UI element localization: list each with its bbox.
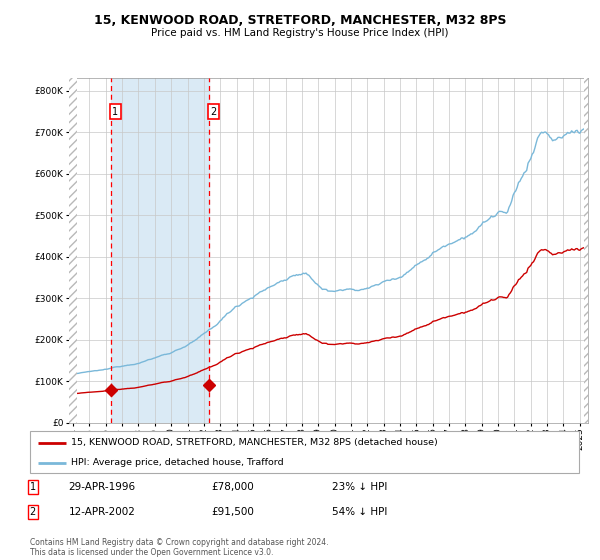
Text: 29-APR-1996: 29-APR-1996 [68,482,136,492]
Text: 12-APR-2002: 12-APR-2002 [68,507,136,517]
Text: 1: 1 [112,106,118,116]
Text: £91,500: £91,500 [211,507,254,517]
Text: 2: 2 [211,106,217,116]
FancyBboxPatch shape [30,431,579,473]
Text: 15, KENWOOD ROAD, STRETFORD, MANCHESTER, M32 8PS: 15, KENWOOD ROAD, STRETFORD, MANCHESTER,… [94,14,506,27]
Bar [110,78,209,423]
Text: Contains HM Land Registry data © Crown copyright and database right 2024.
This d: Contains HM Land Registry data © Crown c… [30,538,329,557]
Text: 54% ↓ HPI: 54% ↓ HPI [332,507,388,517]
Text: 23% ↓ HPI: 23% ↓ HPI [332,482,388,492]
Text: HPI: Average price, detached house, Trafford: HPI: Average price, detached house, Traf… [71,458,284,467]
Text: 1: 1 [29,482,36,492]
Text: Price paid vs. HM Land Registry's House Price Index (HPI): Price paid vs. HM Land Registry's House … [151,28,449,38]
Text: 15, KENWOOD ROAD, STRETFORD, MANCHESTER, M32 8PS (detached house): 15, KENWOOD ROAD, STRETFORD, MANCHESTER,… [71,438,438,447]
Text: 2: 2 [29,507,36,517]
Text: £78,000: £78,000 [211,482,254,492]
